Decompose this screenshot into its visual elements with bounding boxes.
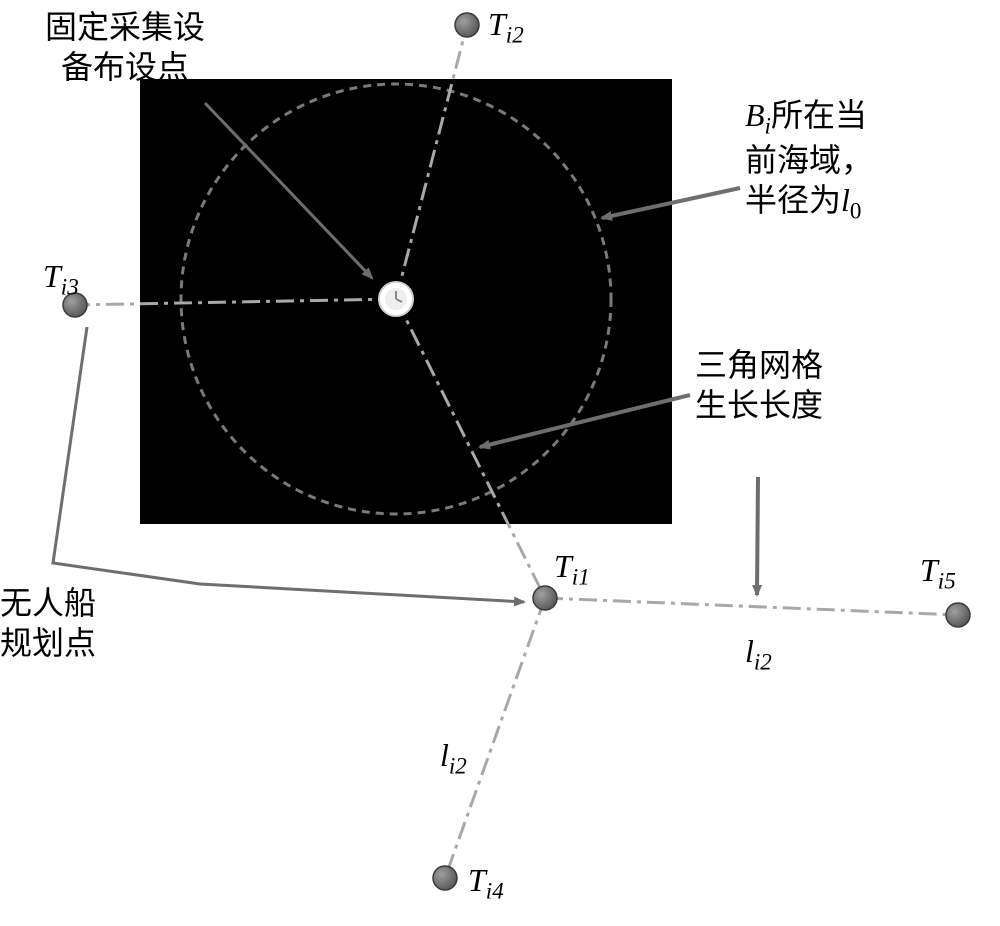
- label-Ti4-T: T: [468, 862, 486, 898]
- label-Ti5-sub: i5: [938, 567, 956, 593]
- node-Ti4: [433, 866, 457, 890]
- label-Ti1-T: T: [554, 548, 572, 584]
- label-sea-area-B: B: [745, 97, 765, 133]
- label-li2b-l: l: [440, 737, 449, 773]
- node-Ti2: [455, 13, 479, 37]
- label-Ti1: Ti1: [554, 548, 590, 590]
- label-planning-point-l1: 无人船: [0, 583, 96, 623]
- node-Ti5: [946, 603, 970, 627]
- label-Ti1-sub: i1: [572, 563, 590, 589]
- label-Ti2-sub: i2: [506, 21, 524, 47]
- label-Ti3-sub: i3: [61, 273, 79, 299]
- label-planning-point-l2: 规划点: [0, 623, 96, 663]
- label-sea-area-l3-var: l: [841, 182, 850, 218]
- label-sea-area-rest: 所在当: [771, 97, 867, 133]
- growth-length-arrow: [757, 477, 758, 595]
- label-sea-area-l1: Bi所在当: [745, 95, 873, 140]
- label-li2b-sub: i2: [449, 752, 467, 778]
- label-sea-area-l3: 半径为l0: [745, 180, 873, 225]
- label-Ti5-T: T: [920, 552, 938, 588]
- label-triangle-grid: 三角网格 生长长度: [695, 345, 823, 425]
- edge: [545, 598, 958, 615]
- label-Ti2: Ti2: [488, 6, 524, 48]
- label-sea-area-l2: 前海域，: [745, 140, 873, 180]
- label-triangle-grid-l2: 生长长度: [695, 385, 823, 425]
- label-fixed-device-l2: 备布设点: [45, 47, 205, 87]
- label-Ti2-T: T: [488, 6, 506, 42]
- label-planning-point: 无人船 规划点: [0, 583, 96, 663]
- label-Ti5: Ti5: [920, 552, 956, 594]
- label-Ti3: Ti3: [43, 258, 79, 300]
- label-sea-area: Bi所在当 前海域， 半径为l0: [745, 95, 873, 225]
- label-Ti3-T: T: [43, 258, 61, 294]
- label-li2-b: li2: [440, 737, 467, 779]
- label-li2-a: li2: [745, 633, 772, 675]
- label-Ti4-sub: i4: [486, 877, 504, 903]
- label-li2a-sub: i2: [754, 648, 772, 674]
- label-Ti4: Ti4: [468, 862, 504, 904]
- center-marker: [379, 282, 413, 316]
- label-sea-area-l3-sub: 0: [850, 198, 862, 224]
- label-li2a-l: l: [745, 633, 754, 669]
- label-fixed-device-l1: 固定采集设: [45, 7, 205, 47]
- label-fixed-device: 固定采集设 备布设点: [45, 7, 205, 87]
- label-sea-area-l3-txt: 半径为: [745, 182, 841, 218]
- label-triangle-grid-l1: 三角网格: [695, 345, 823, 385]
